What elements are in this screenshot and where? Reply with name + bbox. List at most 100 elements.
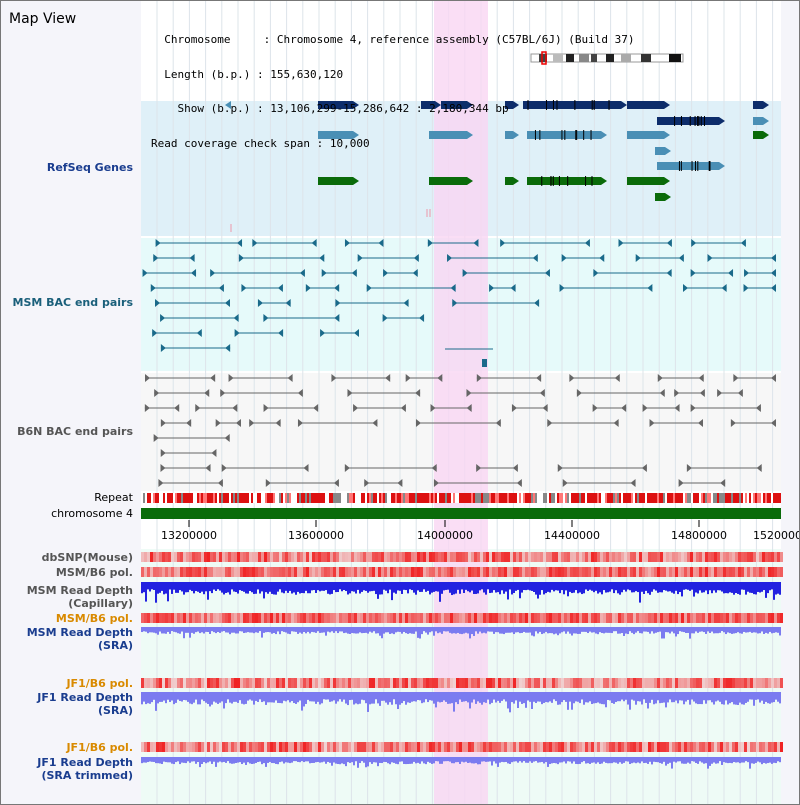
jf1-depth-trimmed-bar <box>595 757 597 764</box>
jf1-depth-sra-bar <box>447 692 449 704</box>
msm-depth-sra-bar <box>463 627 465 634</box>
dbsnp-heat <box>645 552 648 562</box>
msm-depth-capillary-bar <box>777 582 779 594</box>
jf1-b6-pol-heat <box>762 678 765 688</box>
jf1-b6-pol-heat <box>420 742 423 752</box>
msm-b6-pol-heat <box>567 567 570 577</box>
bac-end-marker <box>569 374 575 382</box>
msm-b6-pol-heat <box>177 613 180 623</box>
msm-depth-capillary-bar <box>431 582 433 593</box>
jf1-b6-pol-heat <box>531 742 534 752</box>
jf1-depth-sra-bar <box>195 692 197 700</box>
bac-end-marker <box>321 269 327 277</box>
jf1-depth-trimmed-bar <box>225 757 227 763</box>
jf1-depth-trimmed-bar <box>205 757 207 764</box>
msm-depth-capillary-bar <box>725 582 727 594</box>
jf1-depth-trimmed-bar <box>323 757 325 762</box>
msm-b6-pol-heat <box>369 567 372 577</box>
msm-b6-pol-heat <box>471 567 474 577</box>
msm-b6-pol-heat <box>708 613 711 623</box>
msm-b6-pol-heat <box>195 613 198 623</box>
msm-b6-pol-heat <box>615 567 618 577</box>
msm-depth-capillary-bar <box>163 582 165 595</box>
msm-depth-capillary-bar <box>753 582 755 595</box>
jf1-depth-trimmed-bar <box>311 757 313 763</box>
msm-depth-sra-bar <box>357 627 359 634</box>
jf1-b6-pol-heat <box>372 678 375 688</box>
msm-depth-sra-bar <box>345 627 347 633</box>
msm-b6-pol-heat <box>378 613 381 623</box>
dbsnp-heat <box>582 552 585 562</box>
msm-b6-pol-heat <box>234 567 237 577</box>
jf1-depth-sra-bar <box>453 692 455 712</box>
repeat-segment <box>689 493 691 503</box>
jf1-depth-sra-bar <box>513 692 515 704</box>
repeat-segment <box>679 493 681 503</box>
msm-depth-sra-bar <box>467 627 469 634</box>
repeat-segment <box>379 493 381 503</box>
refseq-gene <box>523 101 621 109</box>
jf1-depth-trimmed-bar <box>229 757 231 764</box>
bac-end-marker <box>674 404 680 412</box>
jf1-depth-trimmed-bar <box>753 757 755 764</box>
bac-end-marker <box>150 284 156 292</box>
msm-depth-capillary-bar <box>241 582 243 591</box>
msm-depth-sra-bar <box>689 627 691 639</box>
repeat-segment <box>465 493 467 503</box>
jf1-depth-sra-bar <box>219 692 221 703</box>
bac-end-marker <box>382 314 388 322</box>
msm-depth-capillary-bar <box>773 582 775 600</box>
msm-b6-pol-heat <box>747 613 750 623</box>
msm-depth-capillary-bar <box>679 582 681 593</box>
jf1-depth-sra-bar <box>663 692 665 703</box>
jf1-depth-sra-bar <box>263 692 265 702</box>
jf1-depth-trimmed-bar <box>331 757 333 766</box>
msm-b6-pol-heat <box>381 613 384 623</box>
msm-b6-pol-heat <box>273 567 276 577</box>
jf1-depth-trimmed-bar <box>423 757 425 764</box>
msm-depth-capillary-bar <box>521 582 523 593</box>
msm-b6-pol-heat <box>648 567 651 577</box>
bac-end-marker <box>649 419 655 427</box>
dbsnp-heat <box>366 552 369 562</box>
repeat-segment <box>163 493 165 503</box>
msm-depth-sra-bar <box>359 627 361 633</box>
msm-depth-sra-bar <box>247 627 249 633</box>
repeat-segment <box>667 493 669 503</box>
gene-strand-arrow <box>664 101 670 109</box>
msm-b6-pol-heat <box>600 613 603 623</box>
repeat-segment <box>577 493 579 503</box>
msm-depth-capillary-bar <box>419 582 421 592</box>
jf1-b6-pol-heat <box>516 742 519 752</box>
jf1-depth-trimmed-bar <box>691 757 693 762</box>
msm-depth-capillary-bar <box>467 582 469 592</box>
jf1-depth-sra-bar <box>245 692 247 704</box>
msm-depth-capillary-bar <box>461 582 463 590</box>
jf1-b6-pol-heat <box>630 678 633 688</box>
dbsnp-heat <box>333 552 336 562</box>
msm-b6-pol-heat <box>459 613 462 623</box>
dbsnp-heat <box>702 552 705 562</box>
msm-depth-sra-bar <box>243 627 245 634</box>
gene-strand-arrow <box>763 117 769 125</box>
msm-depth-capillary-bar <box>267 582 269 594</box>
jf1-depth-trimmed-bar <box>307 757 309 762</box>
bac-end-marker <box>205 464 211 472</box>
repeat-segment <box>677 493 679 503</box>
jf1-depth-sra-bar <box>141 692 143 705</box>
jf1-depth-sra-bar <box>747 692 749 702</box>
jf1-depth-sra-bar <box>709 692 711 701</box>
jf1-depth-sra-bar <box>703 692 705 701</box>
jf1-depth-sra-bar <box>359 692 361 704</box>
jf1-b6-pol-heat <box>429 678 432 688</box>
msm-depth-capillary-bar <box>439 582 441 602</box>
jf1-depth-trimmed-bar <box>255 757 257 763</box>
jf1-depth-sra-bar <box>509 692 511 713</box>
refseq-gene <box>627 131 664 139</box>
repeat-segment <box>565 493 567 503</box>
repeat-segment <box>539 493 541 503</box>
msm-depth-sra-bar <box>327 627 329 632</box>
dbsnp-heat <box>249 552 252 562</box>
msm-b6-pol-heat <box>312 567 315 577</box>
